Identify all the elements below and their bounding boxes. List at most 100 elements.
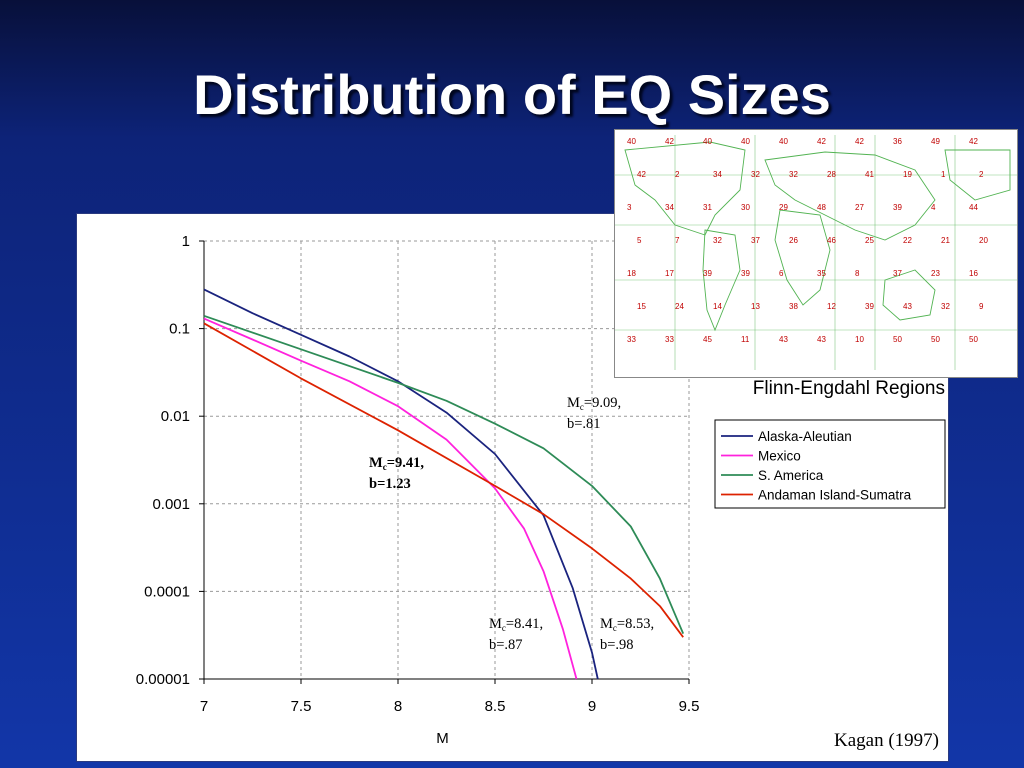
map-region-number: 40 (779, 137, 788, 146)
map-region-number: 30 (741, 203, 750, 212)
x-tick-label: 9.5 (679, 698, 700, 715)
y-tick-label: 0.1 (169, 321, 190, 338)
map-region-number: 11 (741, 335, 750, 344)
map-region-number: 33 (627, 335, 636, 344)
map-region-number: 32 (751, 170, 760, 179)
map-region-number: 5 (637, 236, 642, 245)
map-landmass (774, 209, 831, 306)
map-region-number: 39 (741, 269, 750, 278)
map-region-number: 3 (627, 203, 632, 212)
x-tick-label: 7 (200, 698, 208, 715)
map-region-number: 40 (741, 137, 750, 146)
x-tick-label: 8 (394, 698, 402, 715)
annotation-b: b=.81 (567, 416, 601, 432)
map-region-number: 7 (675, 236, 680, 245)
legend-label: Andaman Island-Sumatra (758, 488, 912, 503)
map-region-number: 18 (627, 269, 636, 278)
map-region-number: 22 (903, 236, 912, 245)
credit-label: Kagan (1997) (834, 730, 939, 751)
legend-box (714, 419, 946, 509)
map-region-number: 2 (675, 170, 680, 179)
map-region-number: 32 (941, 302, 950, 311)
map-region-number: 37 (751, 236, 760, 245)
map-region-number: 34 (665, 203, 674, 212)
map-region-number: 43 (817, 335, 826, 344)
map-landmass (882, 269, 936, 321)
map-region-number: 34 (713, 170, 722, 179)
y-tick-label: 1 (182, 233, 190, 250)
map-region-number: 43 (779, 335, 788, 344)
map-region-number: 15 (637, 302, 646, 311)
map-region-number: 26 (789, 236, 798, 245)
map-region-number: 32 (713, 236, 722, 245)
map-region-number: 50 (893, 335, 902, 344)
map-region-number: 6 (779, 269, 784, 278)
map-region-number: 19 (903, 170, 912, 179)
map-region-number: 37 (893, 269, 902, 278)
map-region-number: 42 (855, 137, 864, 146)
map-region-number: 25 (865, 236, 874, 245)
y-tick-label: 0.0001 (144, 583, 190, 600)
annotation-b: b=.87 (489, 637, 523, 653)
map-region-number: 20 (979, 236, 988, 245)
series-line-alaska-aleutian (203, 288, 599, 680)
annotation-b: b=.98 (600, 637, 634, 653)
map-region-number: 12 (827, 302, 836, 311)
map-region-number: 50 (969, 335, 978, 344)
map-region-number: 24 (675, 302, 684, 311)
y-tick-label: 0.01 (161, 408, 190, 425)
series-line-s-america (203, 314, 685, 634)
map-region-number: 16 (969, 269, 978, 278)
annotation-s-america: Mc=9.09, b=.81 (567, 395, 621, 432)
map-region-number: 50 (931, 335, 940, 344)
annotation-alaska-aleutian: Mc=8.53, b=.98 (600, 616, 654, 653)
map-region-number: 14 (713, 302, 722, 311)
map-region-number: 46 (827, 236, 836, 245)
map-region-number: 40 (703, 137, 712, 146)
legend-label: Mexico (758, 449, 801, 464)
series-line-mexico (203, 317, 578, 680)
map-region-number: 38 (789, 302, 798, 311)
map-region-number: 21 (941, 236, 950, 245)
x-tick-label: 8.5 (485, 698, 506, 715)
legend-label: Alaska-Aleutian (758, 429, 852, 444)
map-region-number: 33 (665, 335, 674, 344)
map-region-number: 49 (931, 137, 940, 146)
map-region-number: 10 (855, 335, 864, 344)
annotation-mc: Mc=9.41, (369, 455, 424, 472)
map-region-number: 41 (865, 170, 874, 179)
map-background (615, 130, 1017, 377)
map-region-number: 1 (941, 170, 946, 179)
map-caption-box: Flinn-Engdahl Regions (753, 378, 945, 399)
map-caption: Flinn-Engdahl Regions (753, 378, 945, 399)
annotation-b: b=1.23 (369, 476, 411, 492)
flinn-engdahl-map: 40 42 40 40 40 42 42 36 49 42 42 2 34 32 32 28 41 19 1 2 3 34… (614, 129, 1018, 378)
map-region-number: 40 (627, 137, 636, 146)
legend: Alaska-Aleutian Mexico S. America Andaman I… (714, 419, 946, 509)
map-region-number: 42 (665, 137, 674, 146)
map-region-number: 35 (817, 269, 826, 278)
map-region-number: 23 (931, 269, 940, 278)
x-axis-label: M (436, 730, 449, 747)
map-region-number: 28 (827, 170, 836, 179)
map-landmass (702, 229, 741, 332)
map-region-number: 9 (979, 302, 984, 311)
map-region-number: 43 (903, 302, 912, 311)
x-tick-label: 9 (588, 698, 596, 715)
annotation-mexico: Mc=8.41, b=.87 (489, 616, 543, 653)
map-region-number: 48 (817, 203, 826, 212)
y-tick-label: 0.001 (152, 496, 190, 513)
slide-title: Distribution of EQ Sizes (193, 63, 831, 126)
legend-label: S. America (758, 468, 824, 483)
map-region-number: 17 (665, 269, 674, 278)
map-region-number: 31 (703, 203, 712, 212)
map-region-number: 27 (855, 203, 864, 212)
map-region-number: 2 (979, 170, 984, 179)
annotation-andaman-island-sumatra: Mc=9.41, b=1.23 (369, 455, 424, 492)
map-region-number: 44 (969, 203, 978, 212)
annotation-mc: Mc=8.53, (600, 616, 654, 633)
map-region-number: 39 (865, 302, 874, 311)
map-region-number: 39 (703, 269, 712, 278)
series-line-andaman-island-sumatra (203, 322, 684, 638)
